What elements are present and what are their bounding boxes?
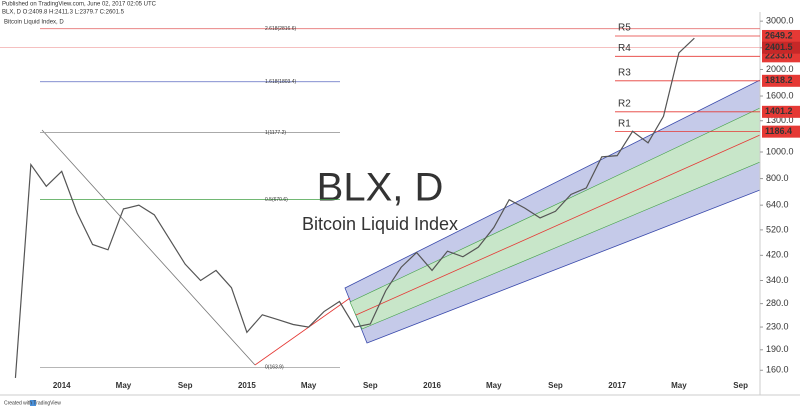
- x-tick-label: Sep: [178, 381, 193, 390]
- y-tick-label: 160.0: [766, 365, 789, 375]
- x-tick-label: Sep: [733, 381, 748, 390]
- level-value: 1186.4: [765, 126, 792, 136]
- level-name: R1: [618, 118, 631, 129]
- fib-label: 1(1177.2): [265, 130, 286, 136]
- y-tick-label: 230.0: [766, 321, 789, 331]
- y-tick-label: 280.0: [766, 298, 789, 308]
- level-value: 2233.0: [765, 51, 793, 61]
- x-tick-label: Sep: [363, 381, 378, 390]
- level-tag: [762, 29, 800, 42]
- y-tick-label: 190.0: [766, 344, 789, 354]
- y-tick-label: 1000.0: [766, 146, 794, 156]
- y-tick-label: 3000.0: [766, 16, 794, 26]
- fib-label: 1.618(1803.4): [265, 79, 296, 85]
- level-tag: [762, 125, 800, 138]
- level-value: 1818.2: [765, 75, 793, 85]
- y-tick-label: 340.0: [766, 275, 789, 285]
- level-tag: [762, 105, 800, 118]
- level-name: R2: [618, 98, 631, 109]
- y-tick-label: 1300.0: [766, 115, 794, 125]
- last-price-tag: [762, 41, 800, 54]
- logo: [30, 400, 36, 406]
- level-name: R4: [618, 43, 631, 54]
- y-tick-label: 640.0: [766, 200, 789, 210]
- fib-label: 0(163.9): [265, 365, 284, 371]
- y-tick-label: 520.0: [766, 224, 789, 234]
- level-tag: [762, 74, 800, 87]
- x-tick-label: May: [486, 381, 502, 390]
- watermark: BLX, D: [317, 166, 444, 210]
- y-tick-label: 420.0: [766, 250, 789, 260]
- x-tick-label: May: [301, 381, 317, 390]
- level-value: 2649.2: [765, 30, 793, 40]
- fib-label: 0.5(670.6): [265, 197, 288, 203]
- x-tick-label: Sep: [548, 381, 563, 390]
- published: Published on TradingView.com, June 02, 2…: [2, 2, 157, 8]
- trend-line: [254, 297, 351, 366]
- level-value: 1401.2: [765, 106, 793, 116]
- last-price-label: 2401.5: [765, 42, 793, 52]
- fib-label: 2.618(2816.6): [265, 26, 296, 32]
- trend-line: [41, 129, 256, 366]
- watermark-sub: Bitcoin Liquid Index: [302, 214, 458, 234]
- y-tick-label: 800.0: [766, 173, 789, 183]
- level-name: R5: [618, 23, 631, 34]
- level-name: R3: [618, 67, 631, 78]
- x-tick-label: May: [116, 381, 132, 390]
- y-tick-label: 1600.0: [766, 90, 794, 100]
- x-tick-label: 2017: [608, 381, 626, 390]
- price-line: [14, 37, 695, 379]
- x-tick-label: 2014: [53, 381, 71, 390]
- pane-title: Bitcoin Liquid Index, D: [4, 20, 64, 26]
- y-tick-label: 2000.0: [766, 64, 794, 74]
- footer: Created with TradingView: [4, 400, 61, 406]
- x-tick-label: 2016: [423, 381, 441, 390]
- channel-median: [355, 134, 761, 316]
- x-tick-label: May: [671, 381, 687, 390]
- symbol-line: BLX, D O:2409.8 H:2411.3 L:2379.7 C:2601…: [2, 10, 125, 16]
- x-tick-label: 2015: [238, 381, 256, 390]
